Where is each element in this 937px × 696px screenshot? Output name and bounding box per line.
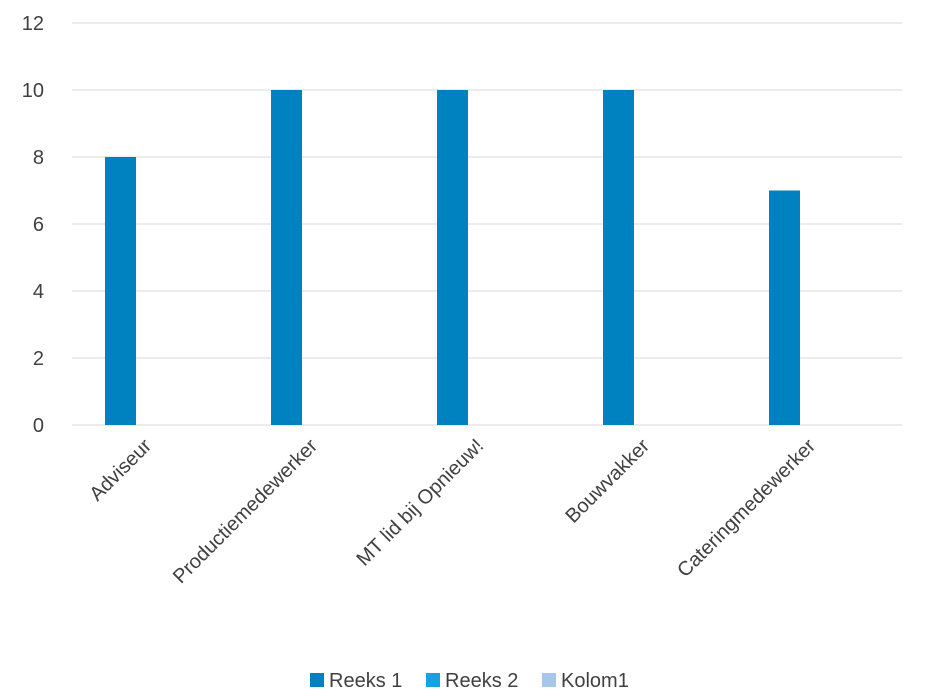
y-tick-label: 2	[33, 348, 44, 370]
y-tick-label: 8	[33, 147, 44, 169]
legend-label: Reeks 1	[329, 670, 402, 692]
bar	[769, 190, 800, 425]
y-tick-label: 6	[33, 214, 44, 236]
y-axis-tick-labels: 0 2 4 6 8 10 12	[22, 13, 44, 437]
bar	[603, 90, 634, 425]
y-tick-label: 4	[33, 281, 44, 303]
legend: Reeks 1 Reeks 2 Kolom1	[310, 670, 629, 692]
bar	[437, 90, 468, 425]
x-category-label: Adviseur	[85, 435, 156, 506]
legend-swatch	[542, 673, 556, 687]
legend-swatch	[310, 673, 324, 687]
bar	[271, 90, 302, 425]
legend-label: Reeks 2	[445, 670, 518, 692]
x-category-label: Productiemedewerker	[169, 435, 322, 588]
y-tick-label: 0	[33, 415, 44, 437]
bars	[105, 90, 800, 425]
x-category-label: MT lid bij Opnieuw!	[352, 435, 488, 571]
gridlines	[72, 22, 902, 426]
legend-swatch	[426, 673, 440, 687]
x-axis-category-labels: Adviseur Productiemedewerker MT lid bij Op…	[85, 435, 820, 588]
y-tick-label: 12	[22, 13, 44, 35]
legend-label: Kolom1	[561, 670, 629, 692]
y-tick-label: 10	[22, 80, 44, 102]
x-category-label: Bouwvakker	[561, 435, 654, 528]
x-category-label: Cateringmedewerker	[673, 435, 820, 582]
bar	[105, 157, 136, 425]
